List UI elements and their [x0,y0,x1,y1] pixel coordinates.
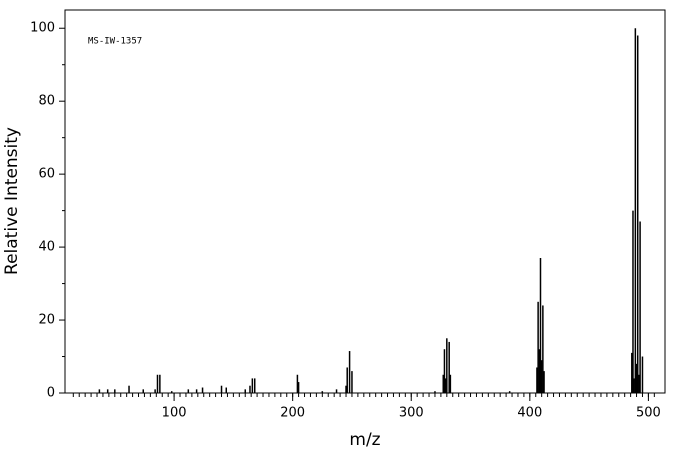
y-tick-label: 80 [38,94,55,109]
y-axis-label: Relative Intensity [2,127,22,275]
x-tick-label: 300 [399,406,424,421]
y-tick-label: 20 [38,313,55,328]
x-tick-label: 500 [636,406,661,421]
x-tick-label: 200 [280,406,305,421]
y-tick-label: 40 [38,240,55,255]
x-tick-label: 100 [162,406,187,421]
y-tick-label: 60 [38,167,55,182]
plot-frame [64,9,666,394]
x-tick-label: 400 [517,406,542,421]
annotation: MS-IW-1357 [88,37,142,47]
y-tick-label: 0 [47,386,55,401]
y-tick-label: 100 [30,21,55,36]
x-axis-label: m/z [349,430,380,450]
